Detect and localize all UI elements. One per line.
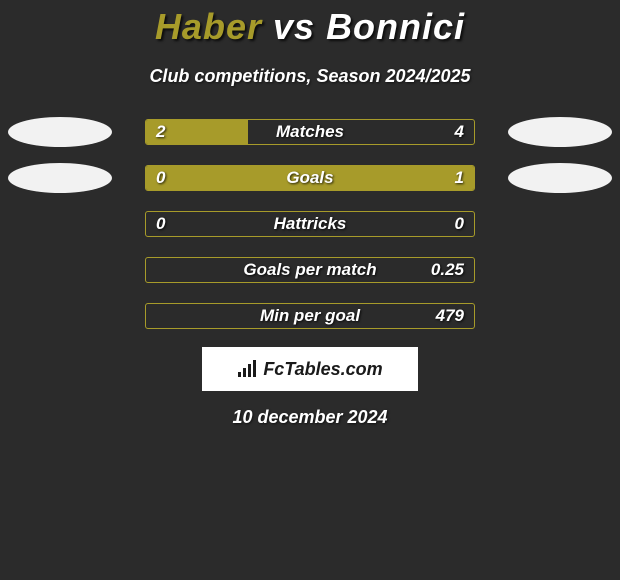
title-player2: Bonnici (326, 6, 465, 47)
stat-bar: 24Matches (145, 119, 475, 145)
brand-logo: FcTables.com (237, 359, 382, 380)
bar-fill-left (146, 120, 248, 144)
page-title: Haber vs Bonnici (0, 0, 620, 48)
stat-bar: 0 0Hattricks (145, 211, 475, 237)
bar-fill-right (146, 166, 474, 190)
stat-right-value: 0 (455, 212, 464, 236)
stat-bar: 0.25Goals per match (145, 257, 475, 283)
stat-label: Min per goal (146, 304, 474, 328)
stat-label: Hattricks (146, 212, 474, 236)
stat-row: 01Goals (8, 163, 612, 193)
title-vs: vs (273, 6, 315, 47)
stat-left-value: 0 (156, 212, 165, 236)
subtitle: Club competitions, Season 2024/2025 (0, 66, 620, 87)
stat-row: 24Matches (8, 117, 612, 147)
stat-right-value: 479 (436, 304, 464, 328)
comparison-chart: 24Matches 01Goals 0 0Hattricks 0.25Goals per… (0, 117, 620, 331)
brand-text: FcTables.com (263, 359, 382, 380)
stat-row: 479Min per goal (8, 301, 612, 331)
brand-box: FcTables.com (202, 347, 418, 391)
player1-badge (8, 117, 112, 147)
bars-icon (237, 360, 259, 378)
player1-badge (8, 163, 112, 193)
stat-right-value: 4 (455, 120, 464, 144)
stat-right-value: 0.25 (431, 258, 464, 282)
stat-bar: 479Min per goal (145, 303, 475, 329)
stat-bar: 01Goals (145, 165, 475, 191)
date-text: 10 december 2024 (0, 407, 620, 428)
title-player1: Haber (155, 6, 262, 47)
player2-badge (508, 117, 612, 147)
stat-row: 0.25Goals per match (8, 255, 612, 285)
stat-label: Goals per match (146, 258, 474, 282)
stat-row: 0 0Hattricks (8, 209, 612, 239)
player2-badge (508, 163, 612, 193)
